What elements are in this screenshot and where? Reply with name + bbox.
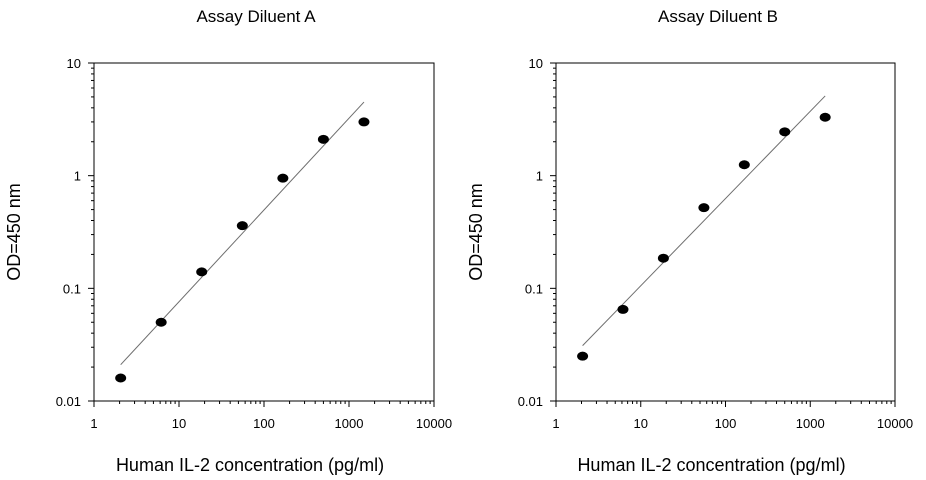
data-point: [617, 304, 629, 314]
data-point: [236, 221, 248, 231]
data-point: [657, 253, 669, 263]
data-point: [155, 317, 167, 327]
y-tick-label: 0.01: [56, 394, 81, 409]
data-point: [196, 267, 208, 277]
plot-frame: [93, 62, 435, 402]
data-point: [738, 160, 750, 170]
x-tick-label: 10: [634, 416, 648, 431]
x-axis-label: Human IL-2 concentration (pg/ml): [116, 455, 384, 475]
x-axis-label: Human IL-2 concentration (pg/ml): [577, 455, 845, 475]
data-point: [779, 127, 791, 137]
y-tick-label: 0.01: [518, 394, 543, 409]
y-tick-label: 10: [529, 56, 543, 71]
data-point: [277, 173, 289, 183]
x-tick-label: 100: [253, 416, 275, 431]
y-axis-label: OD=450 nm: [4, 183, 24, 281]
x-tick-label: 10000: [877, 416, 913, 431]
chart-title: Assay Diluent B: [658, 7, 778, 26]
chart-panel-assay-diluent-b: Assay Diluent B 1 10 100 1000 10000 0.01 0.1 1 10…: [466, 7, 913, 475]
data-point: [317, 134, 329, 144]
y-tick-label: 0.1: [525, 281, 543, 296]
x-tick-label: 10: [172, 416, 186, 431]
data-point: [358, 117, 370, 127]
fit-line: [582, 95, 826, 346]
data-point: [698, 203, 710, 213]
chart-panel-assay-diluent-a: Assay Diluent A 1 10 100 1000 10000 0.01 0.1 1 10…: [4, 7, 452, 475]
y-tick-label: 1: [74, 169, 81, 184]
y-axis-label: OD=450 nm: [466, 183, 486, 281]
x-tick-label: 1: [90, 416, 97, 431]
data-point: [115, 373, 127, 383]
plot-frame: [555, 62, 896, 402]
x-tick-label: 1: [552, 416, 559, 431]
x-tick-label: 100: [715, 416, 737, 431]
y-tick-label: 0.1: [63, 281, 81, 296]
chart-title: Assay Diluent A: [196, 7, 316, 26]
y-tick-label: 10: [67, 56, 81, 71]
x-tick-label: 1000: [796, 416, 825, 431]
data-point: [819, 112, 831, 122]
x-tick-label: 10000: [416, 416, 452, 431]
data-point: [577, 351, 589, 361]
x-tick-label: 1000: [335, 416, 364, 431]
y-tick-label: 1: [536, 169, 543, 184]
